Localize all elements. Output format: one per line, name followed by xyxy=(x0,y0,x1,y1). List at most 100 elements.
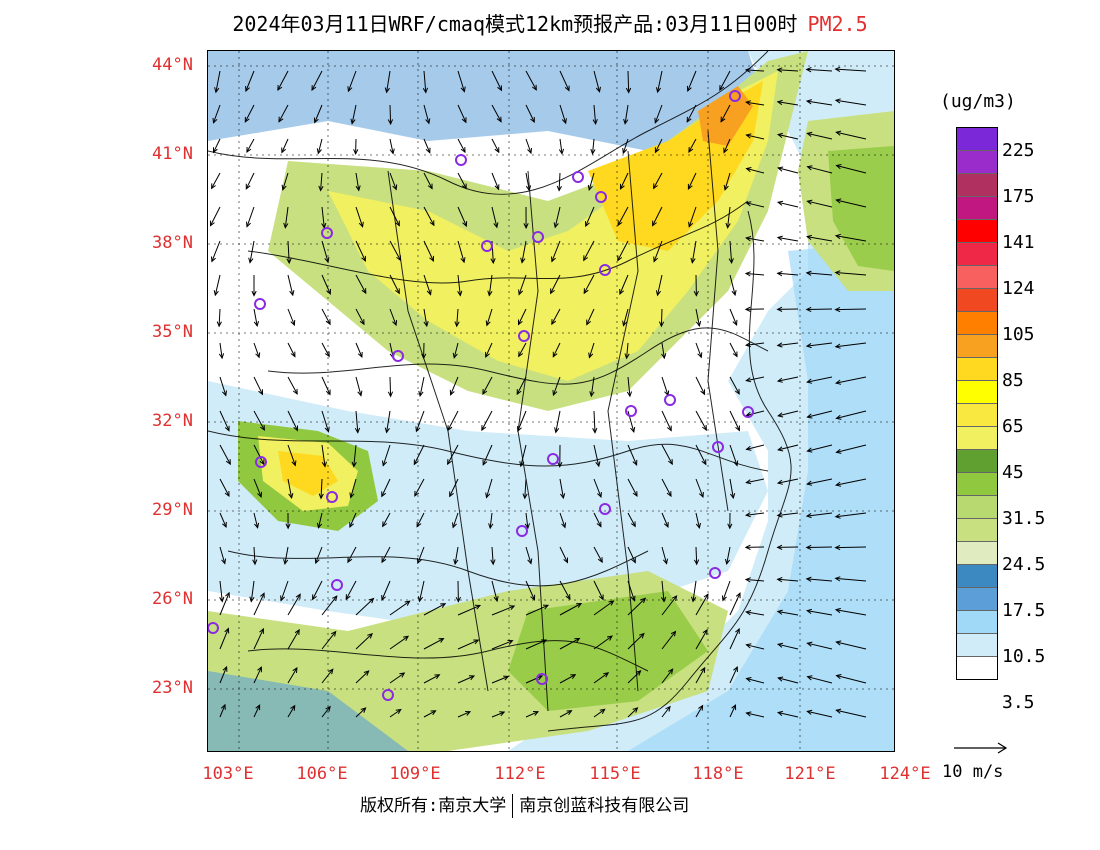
wind-vector xyxy=(724,172,731,190)
wind-arrowhead xyxy=(509,605,516,611)
wind-arrowhead xyxy=(583,255,588,262)
wind-arrowhead xyxy=(724,558,731,566)
wind-arrowhead xyxy=(345,594,351,601)
wind-arrowhead xyxy=(595,461,601,468)
colorbar-label: 17.5 xyxy=(1002,600,1046,621)
wind-arrowhead xyxy=(626,391,633,398)
wind-vector xyxy=(657,274,663,296)
wind-arrowhead xyxy=(522,493,528,500)
wind-arrowhead xyxy=(351,461,357,468)
wind-vector xyxy=(452,512,459,528)
wind-arrowhead xyxy=(316,148,322,155)
wind-vector xyxy=(661,410,672,431)
wind-arrowhead xyxy=(330,630,337,637)
wind-arrowhead xyxy=(745,201,752,207)
wind-vector xyxy=(695,593,709,616)
wind-vector xyxy=(661,631,676,650)
colorbar-swatch xyxy=(957,518,997,541)
wind-arrowhead xyxy=(603,672,610,678)
sichuan-core xyxy=(278,451,338,496)
wind-vector xyxy=(491,580,498,602)
wind-vector xyxy=(321,631,337,650)
wind-arrowhead xyxy=(687,183,693,190)
wind-vector xyxy=(806,578,833,582)
wind-vector xyxy=(219,628,229,650)
wind-arrowhead xyxy=(413,459,419,466)
colorbar-label: 10.5 xyxy=(1002,646,1046,667)
wind-vector xyxy=(729,444,738,466)
colorbar-swatch xyxy=(957,242,997,265)
wind-arrowhead xyxy=(586,319,592,326)
wind-vector xyxy=(778,677,799,684)
wind-arrowhead xyxy=(776,271,783,277)
wind-arrowhead xyxy=(493,596,499,603)
wind-vector xyxy=(457,675,475,684)
wind-arrowhead xyxy=(622,320,628,327)
wind-vector xyxy=(423,603,446,616)
wind-vector xyxy=(554,206,561,228)
wind-vector xyxy=(347,70,357,92)
wind-vector xyxy=(836,478,867,486)
wind-arrowhead xyxy=(360,707,367,713)
wind-arrowhead xyxy=(595,86,601,93)
wind-arrowhead xyxy=(806,641,813,647)
wind-vector xyxy=(423,308,428,327)
wind-arrowhead xyxy=(361,288,367,295)
north-hotspot xyxy=(698,86,753,146)
wind-vector xyxy=(321,444,326,467)
wind-arrowhead xyxy=(482,388,488,396)
wind-vector xyxy=(491,104,502,122)
wind-arrowhead xyxy=(701,459,707,466)
wind-arrowhead xyxy=(387,391,394,398)
wind-arrowhead xyxy=(381,491,387,498)
wind-vector xyxy=(489,512,493,529)
wind-arrowhead xyxy=(403,635,410,641)
wind-vector xyxy=(559,478,564,499)
wind-arrowhead xyxy=(744,271,751,277)
wind-arrowhead xyxy=(288,492,294,500)
variable-name: PM2.5 xyxy=(807,12,868,36)
wind-vector xyxy=(723,138,731,153)
wind-arrowhead xyxy=(776,710,784,716)
wind-arrowhead xyxy=(702,424,707,432)
wind-arrowhead xyxy=(624,353,630,360)
wind-arrowhead xyxy=(735,425,740,432)
wind-arrowhead xyxy=(427,183,433,190)
wind-vector xyxy=(746,611,765,616)
wind-arrowhead xyxy=(670,630,677,637)
wind-arrowhead xyxy=(806,709,813,715)
city-marker xyxy=(382,689,394,701)
wind-arrowhead xyxy=(598,594,604,601)
wind-arrowhead xyxy=(835,708,842,714)
wind-arrowhead xyxy=(382,521,388,528)
wind-arrowhead xyxy=(596,521,602,528)
wind-arrowhead xyxy=(660,596,667,603)
wind-arrowhead xyxy=(257,491,262,498)
city-marker xyxy=(572,171,584,183)
wind-arrowhead xyxy=(353,149,359,155)
wind-arrowhead xyxy=(414,490,420,497)
wind-vector xyxy=(729,410,740,431)
wind-arrowhead xyxy=(422,87,429,94)
colorbar-swatch xyxy=(957,334,997,357)
pm25-map xyxy=(207,50,895,752)
city-marker xyxy=(321,227,333,239)
wind-vector xyxy=(525,604,549,616)
colorbar-swatch xyxy=(957,541,997,564)
wind-arrowhead xyxy=(440,603,447,608)
wind-vector xyxy=(491,675,509,684)
wind-vector xyxy=(287,342,296,357)
wind-vector xyxy=(593,104,597,124)
wind-arrowhead xyxy=(686,116,692,123)
latitude-label: 32°N xyxy=(152,411,193,431)
wind-vector xyxy=(627,707,638,718)
wind-vector xyxy=(491,206,498,228)
wind-arrowhead xyxy=(453,559,459,566)
wind-vector xyxy=(807,200,833,208)
wind-vector xyxy=(491,70,502,91)
wind-vector xyxy=(277,70,289,91)
wind-legend-arrow xyxy=(954,742,1008,754)
wind-vector xyxy=(219,666,228,684)
wind-arrowhead xyxy=(359,319,365,326)
longitude-label: 118°E xyxy=(692,764,744,784)
